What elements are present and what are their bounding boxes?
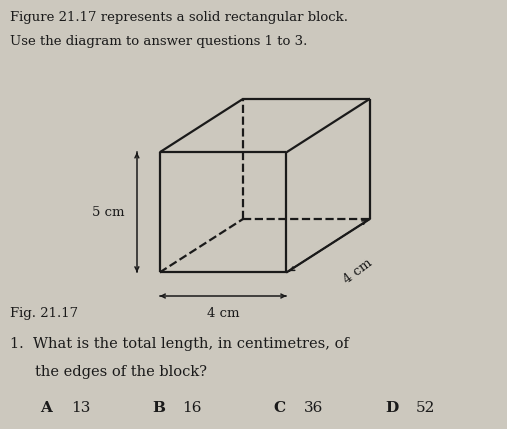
Text: Fig. 21.17: Fig. 21.17 xyxy=(10,307,78,320)
Text: A: A xyxy=(41,401,52,415)
Text: C: C xyxy=(274,401,286,415)
Text: 13: 13 xyxy=(71,401,90,415)
Text: 4 cm: 4 cm xyxy=(207,307,239,320)
Text: the edges of the block?: the edges of the block? xyxy=(35,365,207,379)
Text: Use the diagram to answer questions 1 to 3.: Use the diagram to answer questions 1 to… xyxy=(10,35,308,48)
Text: 4 cm: 4 cm xyxy=(341,257,375,286)
Text: B: B xyxy=(152,401,165,415)
Text: Figure 21.17 represents a solid rectangular block.: Figure 21.17 represents a solid rectangu… xyxy=(10,11,348,24)
Text: 5 cm: 5 cm xyxy=(92,206,124,219)
Text: 52: 52 xyxy=(416,401,435,415)
Text: 36: 36 xyxy=(304,401,323,415)
Text: 1.  What is the total length, in centimetres, of: 1. What is the total length, in centimet… xyxy=(10,337,349,351)
Text: D: D xyxy=(385,401,399,415)
Text: 16: 16 xyxy=(183,401,202,415)
